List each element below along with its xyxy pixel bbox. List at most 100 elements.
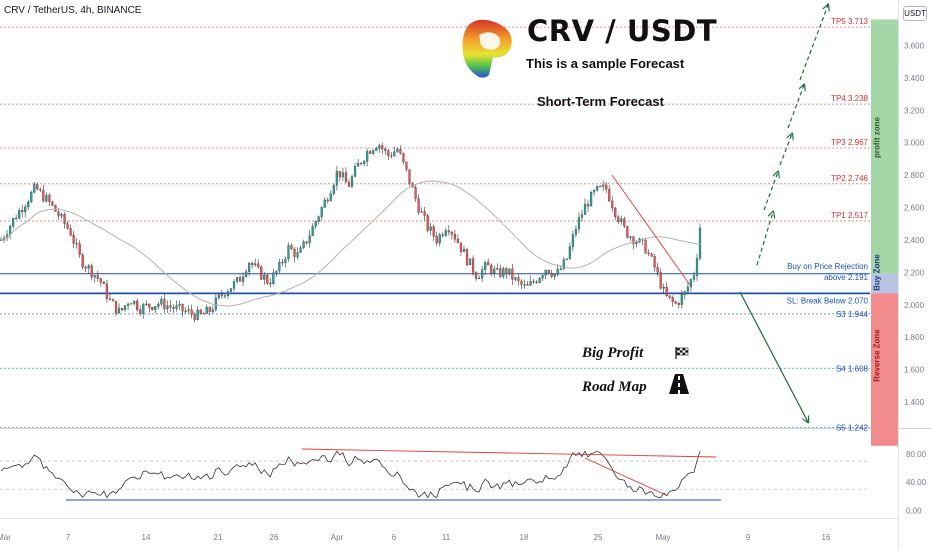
candle-body	[571, 234, 575, 247]
candle-body	[60, 214, 63, 217]
price-downtrend-line	[611, 174, 691, 286]
time-tick-label: 7	[66, 533, 71, 542]
candle-body	[490, 264, 493, 274]
time-tick-label: 16	[822, 533, 831, 542]
level-label-tp2: TP2 2.746	[831, 174, 868, 183]
candle-body	[574, 228, 578, 235]
candle-body	[15, 218, 18, 220]
candle-body	[647, 252, 650, 255]
candle-body	[611, 200, 614, 209]
price-tick-label: 3.000	[904, 139, 925, 148]
candle-body	[614, 207, 617, 218]
candle-body	[650, 253, 653, 257]
candle-body	[683, 291, 686, 295]
candle-body	[444, 230, 447, 236]
candle-body	[154, 306, 157, 310]
candle-body	[133, 300, 136, 304]
candle-body	[471, 258, 475, 273]
candle-body	[408, 169, 411, 184]
candle-body	[523, 284, 526, 286]
candle-body	[626, 226, 629, 238]
candle-body	[108, 298, 112, 300]
candle-body	[417, 198, 420, 213]
candle-body	[24, 206, 27, 213]
candle-body	[366, 151, 369, 162]
candle-body	[390, 155, 393, 157]
candle-body	[381, 145, 384, 150]
candle-body	[441, 234, 444, 236]
candle-body	[341, 172, 345, 178]
candle-body	[438, 234, 441, 244]
price-tick-label: 1.800	[904, 333, 925, 342]
candle-body	[499, 268, 502, 277]
forecast-arrow-up	[763, 172, 778, 211]
road-map-label: Road Map	[582, 379, 647, 395]
candle-body	[347, 182, 351, 187]
candle-body	[51, 201, 54, 206]
candle-body	[544, 269, 547, 276]
candle-body	[671, 297, 674, 302]
candle-body	[435, 236, 438, 244]
rsi-line	[0, 450, 701, 499]
candle-body	[423, 211, 426, 216]
candle-body	[130, 303, 133, 305]
candle-body	[36, 184, 39, 190]
candle-body	[568, 246, 571, 259]
candle-body	[644, 240, 647, 254]
price-tick-label: 3.400	[904, 74, 925, 83]
forecast-arrow-up	[787, 85, 804, 129]
candle-body	[278, 262, 281, 272]
candle-body	[623, 218, 626, 227]
candle-body	[659, 272, 662, 289]
currency-badge[interactable]: USDT	[903, 6, 927, 21]
candle-body	[505, 268, 508, 274]
candle-body	[589, 191, 593, 207]
candle-body	[447, 230, 450, 233]
candle-body	[511, 268, 514, 280]
rsi-tick-label: 0.00	[906, 506, 922, 515]
candle-body	[680, 294, 683, 305]
price-tick-label: 2.200	[904, 268, 925, 277]
rsi-downtrend-line	[584, 457, 669, 497]
candle-body	[90, 265, 93, 278]
candle-body	[57, 211, 60, 217]
candle-body	[232, 281, 236, 289]
time-tick-label: 26	[270, 533, 279, 542]
buy-text-line2: above 2.191	[824, 273, 869, 282]
candle-body	[96, 275, 99, 279]
price-tick-label: 3.200	[904, 106, 925, 115]
candle-body	[698, 227, 702, 259]
candle-body	[689, 279, 693, 288]
candle-body	[320, 207, 323, 217]
candle-body	[356, 162, 360, 167]
candle-body	[393, 151, 396, 157]
candle-body	[254, 263, 257, 265]
time-tick-label: 9	[746, 533, 751, 542]
candle-body	[323, 199, 326, 208]
candle-body	[632, 236, 635, 244]
candle-body	[502, 268, 505, 277]
time-tick-label: 11	[442, 533, 451, 542]
candle-body	[583, 203, 587, 215]
candle-body	[196, 309, 199, 320]
candle-body	[599, 185, 602, 188]
candle-body	[474, 272, 478, 279]
candle-body	[139, 309, 142, 314]
chart-title: CRV / USDT	[527, 14, 718, 48]
candle-body	[677, 303, 680, 305]
candle-body	[126, 303, 130, 306]
candle-body	[160, 298, 163, 305]
candle-body	[184, 310, 187, 312]
profit-zone-label: profit zone	[872, 117, 882, 158]
checkered-flag-icon	[675, 347, 689, 359]
candle-body	[211, 309, 214, 312]
candle-body	[102, 282, 105, 285]
candle-body	[602, 184, 605, 187]
rsi-resistance-line	[301, 448, 717, 458]
candle-body	[517, 277, 520, 282]
candle-body	[369, 151, 372, 154]
candle-body	[695, 258, 699, 276]
curve-logo-icon	[462, 19, 512, 78]
candle-body	[329, 193, 332, 202]
